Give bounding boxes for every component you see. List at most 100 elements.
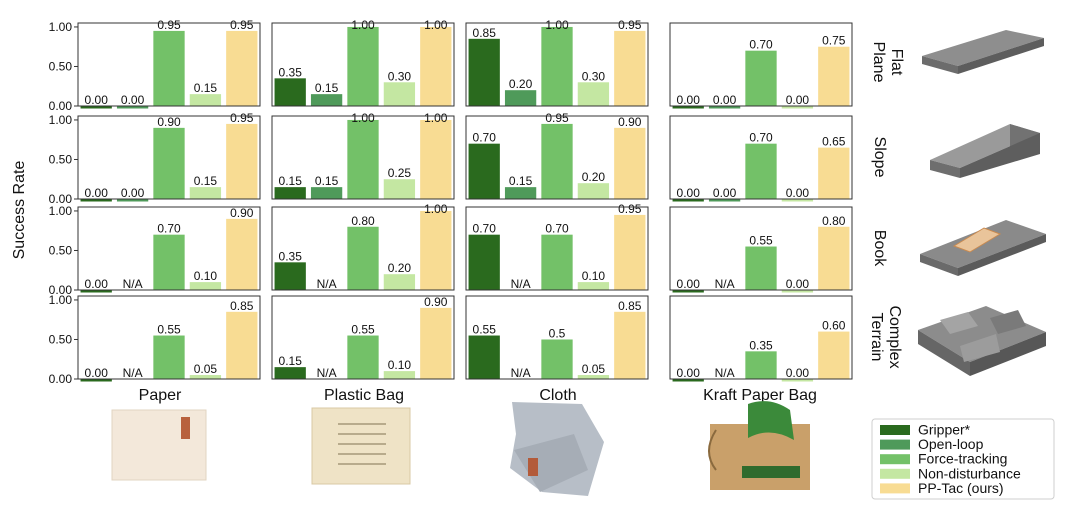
bar-non-disturbance [189, 94, 222, 106]
row-label-slope-text: Slope [871, 137, 888, 178]
legend-label: Non-disturbance [918, 465, 1021, 481]
panel-frame [669, 22, 853, 107]
bar-value-label: 0.55 [157, 323, 181, 337]
bar-pp-tac-ours [818, 46, 850, 106]
y-tick-label: 0.00 [49, 283, 73, 297]
y-tick-label: 0.00 [49, 99, 73, 113]
bar-pp-tac-ours [420, 210, 452, 290]
bar-pp-tac-ours [226, 218, 258, 290]
bar-value-label: 0.00 [677, 366, 701, 380]
na-label: N/A [123, 366, 143, 380]
legend-label: Force-tracking [918, 451, 1007, 467]
legend-swatch [880, 483, 910, 494]
panel-frame [271, 295, 455, 380]
bar-value-label: 0.30 [582, 69, 606, 83]
bar-value-label: 0.55 [473, 323, 497, 337]
legend-item-non-disturbance: Non-disturbance [880, 465, 1021, 481]
bar-value-label: 0.95 [618, 202, 642, 216]
legend-item-gripper: Gripper* [880, 422, 971, 438]
bar-pp-tac-ours [614, 311, 646, 379]
panel-frame [271, 115, 455, 200]
bar-gripper [274, 78, 306, 106]
y-tick-label: 0.00 [49, 192, 73, 206]
bar-gripper [672, 379, 704, 382]
bar-value-label: 0.70 [157, 222, 181, 236]
bar-value-label: 0.55 [351, 323, 375, 337]
column-label-plastic-bag: Plastic Bag [324, 387, 404, 404]
bar-force-tracking [153, 335, 185, 379]
bar-gripper [274, 262, 306, 290]
bar-value-label: 0.15 [279, 354, 303, 368]
bar-open-loop [708, 106, 741, 109]
bar-value-label: 0.10 [582, 269, 606, 283]
y-tick-label: 0.50 [49, 59, 73, 73]
bar-pp-tac-ours [420, 119, 452, 199]
panel-flat-plane-paper: 0.00 0.00 0.95 0.15 0.95 0.00 0.50 1.00 [49, 18, 261, 113]
bar-value-label: 1.00 [424, 18, 448, 32]
bar-non-disturbance [383, 82, 416, 106]
cloth-image [510, 402, 604, 496]
flat-plane-image [922, 30, 1044, 74]
book-image [920, 220, 1046, 276]
bar-value-label: 0.35 [279, 65, 303, 79]
bar-gripper [80, 379, 112, 382]
bar-value-label: 0.90 [618, 115, 642, 129]
bar-value-label: 0.00 [713, 93, 737, 107]
bar-value-label: 0.20 [509, 77, 533, 91]
y-tick-label: 0.50 [49, 152, 73, 166]
legend-swatch [880, 425, 910, 435]
bar-pp-tac-ours [420, 307, 452, 379]
bar-value-label: 0.00 [786, 93, 810, 107]
bar-value-label: 0.60 [822, 319, 846, 333]
panel-frame [271, 22, 455, 107]
bar-value-label: 0.90 [157, 115, 181, 129]
bar-non-disturbance [577, 282, 610, 290]
bar-non-disturbance [781, 106, 814, 109]
bar-open-loop [504, 90, 537, 106]
bar-gripper [468, 335, 500, 379]
bar-value-label: 0.15 [315, 81, 339, 95]
complex-terrain-image [918, 306, 1046, 376]
bar-value-label: 0.15 [279, 174, 303, 188]
bar-force-tracking [745, 351, 777, 379]
bar-force-tracking [153, 234, 185, 290]
panel-frame [465, 22, 649, 107]
panel-flat-plane-cloth: 0.85 0.20 1.00 0.30 0.95 [465, 18, 649, 107]
bar-gripper [672, 290, 704, 293]
bar-value-label: 1.00 [351, 18, 375, 32]
panel-complex-terrain-kraft-paper-bag: 0.00 N/A 0.35 0.00 0.60 [669, 295, 853, 382]
row-label-slope: Slope [871, 137, 888, 178]
bar-open-loop [504, 187, 537, 199]
legend-swatch [880, 454, 910, 465]
bar-value-label: 0.00 [85, 277, 109, 291]
bar-open-loop [310, 94, 343, 106]
panel-frame [271, 206, 455, 291]
bar-value-label: 0.55 [749, 234, 773, 248]
bar-non-disturbance [577, 183, 610, 199]
bar-value-label: 0.00 [121, 186, 145, 200]
y-tick-label: 1.00 [49, 20, 73, 34]
bar-value-label: 0.05 [194, 362, 218, 376]
na-label: N/A [715, 277, 735, 291]
bar-force-tracking [347, 226, 379, 290]
bar-value-label: 0.20 [582, 170, 606, 184]
bar-value-label: 0.5 [549, 326, 566, 340]
bar-value-label: 1.00 [424, 202, 448, 216]
bar-open-loop [310, 187, 343, 199]
bar-force-tracking [541, 234, 573, 290]
bar-value-label: 0.15 [194, 174, 218, 188]
row-label-complex-terrain-text: ComplexTerrain [868, 305, 903, 368]
bar-value-label: 0.95 [545, 111, 569, 125]
row-label-complex-terrain: ComplexTerrain [868, 305, 903, 368]
bar-gripper [80, 290, 112, 293]
na-label: N/A [317, 366, 337, 380]
bar-force-tracking [745, 50, 777, 106]
bar-non-disturbance [189, 375, 222, 379]
bar-value-label: 0.95 [230, 18, 254, 32]
legend-swatch [880, 468, 910, 479]
panel-frame [77, 295, 261, 380]
bar-pp-tac-ours [226, 30, 258, 106]
bar-non-disturbance [189, 187, 222, 199]
bar-non-disturbance [577, 375, 610, 379]
bar-gripper [672, 199, 704, 202]
